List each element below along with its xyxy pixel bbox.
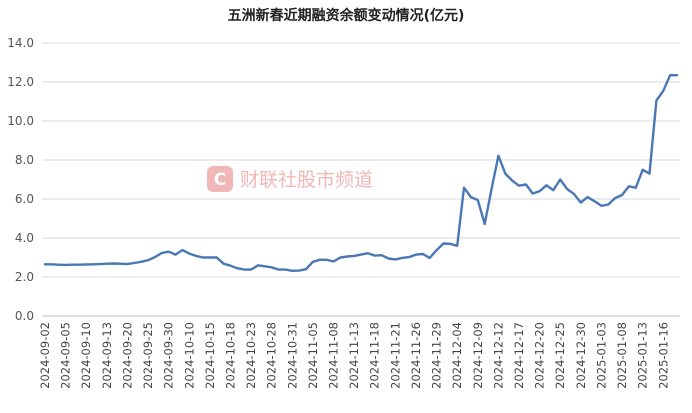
watermark-text: 财联社股市频道 (240, 169, 373, 191)
x-tick-label: 2024-11-29 (430, 322, 444, 389)
x-tick-label: 2024-11-26 (409, 322, 423, 389)
x-tick-label: 2024-09-20 (120, 322, 134, 389)
x-tick-label: 2024-10-15 (203, 322, 217, 389)
x-tick-label: 2024-09-30 (162, 322, 176, 389)
x-tick-label: 2024-12-20 (533, 322, 547, 389)
y-tick-label: 12.0 (7, 75, 34, 89)
x-axis-ticks: 2024-09-02 2024-09-05 2024-09-10 2024-09-13… (38, 322, 670, 389)
x-tick-label: 2024-11-05 (306, 322, 320, 389)
x-tick-label: 2024-12-17 (512, 322, 526, 389)
y-tick-label: 8.0 (15, 153, 34, 167)
x-tick-label: 2024-09-02 (38, 322, 52, 389)
watermark-logo-glyph: C (214, 170, 226, 190)
chart-title: 五洲新春近期融资余额变动情况(亿元) (228, 7, 465, 24)
series-line (43, 73, 679, 272)
y-tick-label: 14.0 (7, 36, 34, 50)
x-tick-label: 2024-10-18 (223, 322, 237, 389)
x-tick-label: 2024-12-04 (450, 322, 464, 389)
watermark-logo-icon (207, 166, 233, 192)
grid-lines (42, 42, 680, 278)
x-tick-label: 2024-11-21 (388, 322, 402, 389)
y-tick-label: 2.0 (15, 270, 34, 284)
watermark: C 财联社股市频道 (207, 166, 373, 192)
x-tick-label: 2024-09-25 (141, 322, 155, 389)
x-tick-label: 2025-01-08 (615, 322, 629, 389)
x-tick-label: 2024-10-10 (182, 322, 196, 389)
y-tick-label: 6.0 (15, 192, 34, 206)
x-tick-label: 2024-12-12 (491, 322, 505, 389)
y-tick-label: 4.0 (15, 231, 34, 245)
y-axis-ticks: 0.0 2.0 4.0 6.0 8.0 10.0 12.0 14.0 (7, 36, 34, 323)
x-tick-label: 2024-10-28 (265, 322, 279, 389)
x-tick-label: 2024-12-30 (574, 322, 588, 389)
y-tick-label: 10.0 (7, 114, 34, 128)
x-tick-label: 2024-09-10 (79, 322, 93, 389)
x-tick-label: 2024-10-23 (244, 322, 258, 389)
y-tick-label: 0.0 (15, 309, 34, 323)
x-tick-label: 2024-09-13 (100, 322, 114, 389)
x-tick-label: 2024-11-08 (327, 322, 341, 389)
x-tick-label: 2024-11-13 (347, 322, 361, 389)
x-tick-label: 2024-09-05 (59, 322, 73, 389)
x-tick-label: 2024-12-25 (553, 322, 567, 389)
x-tick-label: 2024-12-09 (471, 322, 485, 389)
x-tick-label: 2025-01-16 (656, 322, 670, 389)
x-tick-label: 2025-01-03 (594, 322, 608, 389)
x-tick-label: 2024-10-31 (285, 322, 299, 389)
x-tick-label: 2024-11-18 (368, 322, 382, 389)
x-tick-label: 2025-01-13 (636, 322, 650, 389)
